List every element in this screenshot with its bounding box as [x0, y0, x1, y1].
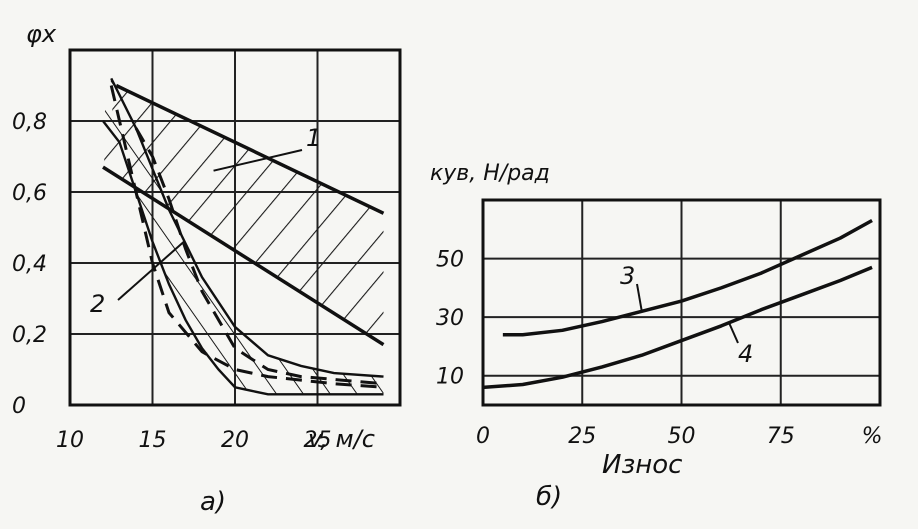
- band-2-dashed-line-1: [134, 127, 384, 386]
- y-tick-label-b: 10: [436, 365, 464, 390]
- y-tick-label-a: 0,4: [12, 252, 47, 277]
- bands-a: [103, 78, 384, 395]
- x-axis-label-a: v, м/с: [308, 425, 375, 453]
- x-tick-label-b: 0: [476, 424, 490, 449]
- panel-label-b: б): [536, 482, 562, 512]
- y-axis-label-b: кув, Н/рад: [430, 161, 550, 186]
- series-3-label: 3: [620, 262, 635, 290]
- x-tick-label-a: 20: [221, 428, 249, 453]
- series-4-leader: [728, 322, 739, 344]
- x-tick-label-b: 50: [668, 424, 696, 449]
- series-1-label: 1: [306, 124, 321, 152]
- series-4-line: [483, 265, 873, 390]
- series-2-leader: [117, 240, 185, 301]
- y-tick-label-b: 50: [436, 248, 464, 273]
- plot-frame-b: [481, 198, 882, 407]
- series-3-line: [502, 218, 873, 337]
- band-2-dashed-line-0: [109, 85, 384, 389]
- x-axis-label-b: Износ: [602, 450, 682, 480]
- curves-b: [483, 218, 873, 390]
- y-ticks-b: 10 30 50: [436, 248, 464, 390]
- x-tick-label-b: 25: [568, 424, 596, 449]
- series-3-leader: [636, 283, 643, 312]
- series-labels-a: 12: [90, 124, 321, 318]
- band-1-upper-line: [115, 83, 385, 215]
- x-tick-label-a: 15: [139, 428, 167, 453]
- y-tick-label-a: 0: [12, 394, 26, 419]
- y-tick-label-b: 30: [436, 306, 464, 331]
- y-axis-label-a: φx: [26, 20, 57, 48]
- series-1-leader: [213, 149, 303, 172]
- series-2-label: 2: [90, 290, 105, 318]
- series-4-label: 4: [738, 340, 753, 368]
- curves-a: [102, 77, 385, 396]
- y-tick-label-a: 0,6: [12, 181, 47, 206]
- series-labels-b: 34: [620, 262, 753, 368]
- x-tick-label-a: 10: [56, 428, 84, 453]
- band-2-upper-line: [110, 77, 384, 378]
- panel-a: 00,20,40,60,8 10 15 20 25 φx v, м/с а) 12: [12, 20, 402, 517]
- y-tick-label-a: 0,8: [12, 110, 47, 135]
- x-tick-label-b: %: [862, 424, 883, 449]
- plot-frame-a: [68, 48, 402, 407]
- band-1-lower-line: [102, 165, 385, 347]
- x-tick-label-a: 25: [304, 428, 332, 453]
- band-2: [103, 78, 384, 395]
- y-ticks-a: 0 0,2 0,4 0,6 0,8: [12, 110, 47, 419]
- band-1: [103, 85, 384, 345]
- x-ticks-b: 0 25 50 75%: [476, 424, 883, 449]
- y-tick-label-a: 0,2: [12, 323, 47, 348]
- x-tick-label-b: 75: [767, 424, 795, 449]
- panel-label-a: а): [200, 487, 226, 517]
- x-ticks-a: 10 15 20 25: [56, 428, 332, 453]
